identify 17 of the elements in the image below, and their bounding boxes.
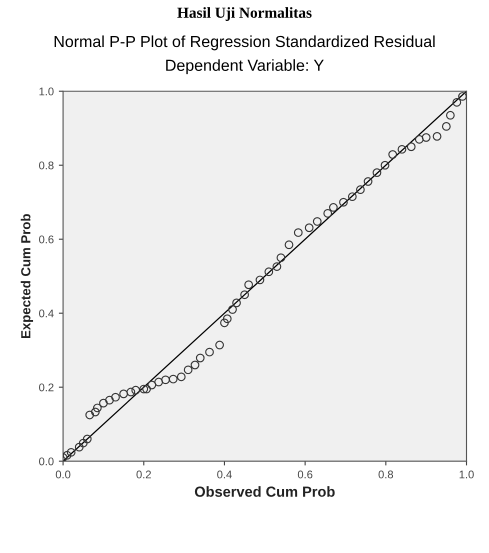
- y-tick-label: 0.4: [39, 309, 54, 318]
- x-axis-title: Observed Cum Prob: [194, 486, 335, 497]
- y-axis-title: Expected Cum Prob: [20, 214, 34, 338]
- x-tick-label: 0.8: [378, 470, 394, 478]
- y-tick-label: 0.8: [39, 162, 54, 170]
- y-tick-label: 0.2: [39, 383, 54, 392]
- y-tick-label: 0.6: [39, 235, 54, 244]
- chart-title: Normal P-P Plot of Regression Standardized Residual: [54, 35, 435, 50]
- x-tick-label: 0.4: [217, 470, 232, 478]
- x-tick-label: 0.2: [136, 470, 151, 478]
- x-tick-label: 0.6: [298, 470, 312, 478]
- y-tick-label: 0.0: [39, 457, 54, 466]
- y-tick-label: 1.0: [39, 88, 54, 96]
- x-tick-label: 0.0: [56, 470, 70, 478]
- x-tick-label: 1.0: [460, 470, 474, 478]
- chart-subtitle: Dependent Variable: Y: [166, 59, 324, 74]
- text: Hasil Uji Normalitas: [177, 7, 312, 21]
